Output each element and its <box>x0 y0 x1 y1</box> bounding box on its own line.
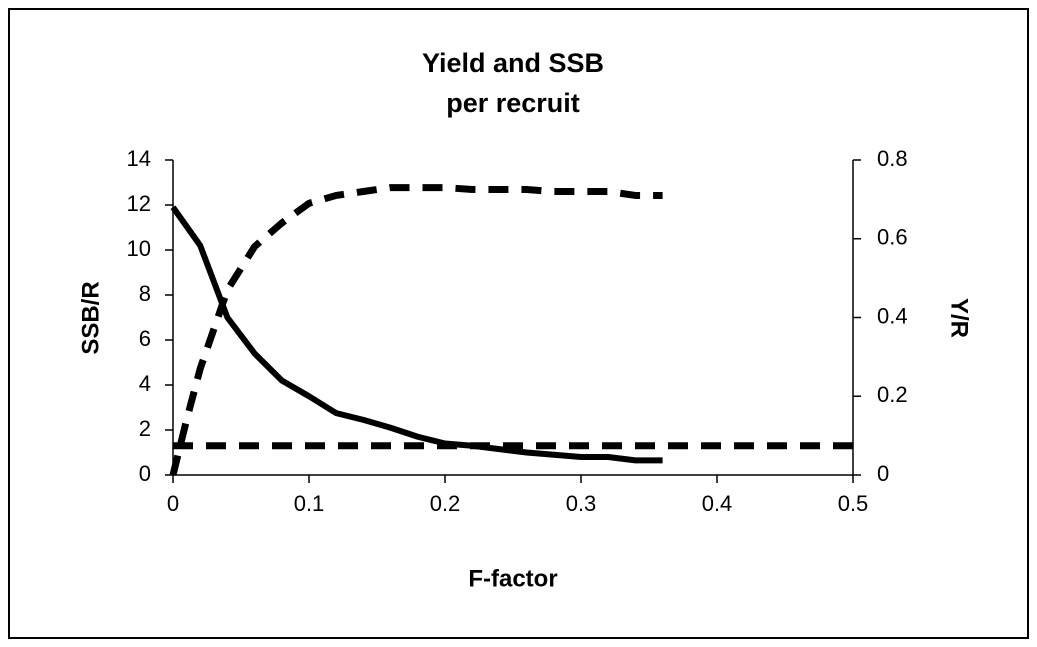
series-line <box>170 205 663 464</box>
y-tick-label: 10 <box>127 236 151 261</box>
chart-title: Yield and SSB <box>422 48 604 78</box>
y-tick-label: 2 <box>139 416 151 441</box>
x-tick-label: 0.3 <box>566 491 597 516</box>
x-axis-label: F-factor <box>468 565 557 592</box>
y2-tick-label: 0.4 <box>877 303 908 328</box>
y2-tick-label: 0.2 <box>877 382 908 407</box>
x-tick-label: 0.5 <box>838 491 869 516</box>
y-tick-label: 6 <box>139 326 151 351</box>
y2-tick-label: 0.8 <box>877 146 908 171</box>
x-tick-label: 0.1 <box>294 491 325 516</box>
y-tick-label: 4 <box>139 371 151 396</box>
y2-axis-label: Y/R <box>946 298 973 338</box>
y-tick-label: 12 <box>127 191 151 216</box>
y2-tick-label: 0.6 <box>877 225 908 250</box>
y-axis-label: SSB/R <box>77 281 104 354</box>
x-tick-label: 0.4 <box>702 491 733 516</box>
series-line <box>169 184 663 476</box>
y2-tick-label: 0 <box>877 461 889 486</box>
x-tick-label: 0.2 <box>430 491 461 516</box>
chart-title: per recruit <box>446 88 580 118</box>
y-tick-label: 0 <box>139 461 151 486</box>
y-tick-label: 8 <box>139 281 151 306</box>
y-tick-label: 14 <box>127 146 151 171</box>
x-tick-label: 0 <box>167 491 179 516</box>
chart-frame <box>8 8 1029 639</box>
